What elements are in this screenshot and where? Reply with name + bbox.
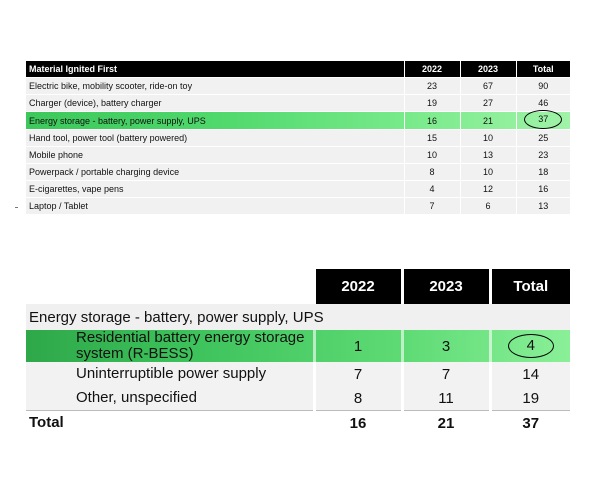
table-row: Charger (device), battery charger 19 27 … [26, 94, 570, 112]
row-2022: 7 [404, 197, 461, 214]
circled-total: 37 [524, 110, 563, 129]
row-total-cell: 4 [488, 330, 570, 362]
row-label: Charger (device), battery charger [26, 94, 405, 112]
table-row: Hand tool, power tool (battery powered) … [26, 129, 570, 147]
table-row-highlighted: Energy storage - battery, power supply, … [26, 110, 570, 130]
energy-storage-breakdown-table: 2022 2023 Total Energy storage - battery… [26, 269, 570, 435]
row-2023: 21 [460, 111, 517, 130]
top-table-header-row: Material Ignited First 2022 2023 Total [26, 61, 570, 78]
row-total: 46 [516, 94, 570, 112]
header-2023: 2023 [400, 269, 490, 304]
row-2022: 19 [404, 94, 461, 112]
row-label: Electric bike, mobility scooter, ride-on… [26, 77, 405, 95]
row-label: Mobile phone [26, 146, 405, 164]
row-label: Energy storage - battery, power supply, … [26, 111, 405, 130]
header-material: Material Ignited First [26, 61, 405, 78]
table-row: Other, unspecified 8 11 19 [26, 386, 570, 411]
row-total: 90 [516, 77, 570, 95]
row-2023: 3 [400, 330, 490, 362]
row-2022: 10 [404, 146, 461, 164]
row-label: Other, unspecified [26, 386, 314, 411]
row-2023: 27 [460, 94, 517, 112]
table-row: Electric bike, mobility scooter, ride-on… [26, 77, 570, 95]
stray-mark [15, 207, 18, 208]
header-2023: 2023 [460, 61, 517, 78]
row-total: 19 [488, 386, 570, 411]
row-label: E-cigarettes, vape pens [26, 180, 405, 198]
row-2023: 13 [460, 146, 517, 164]
row-label: Uninterruptible power supply [26, 362, 314, 386]
total-label: Total [26, 410, 314, 435]
category-label: Energy storage - battery, power supply, … [26, 304, 570, 330]
total-row: Total 16 21 37 [26, 410, 570, 435]
row-total-cell: 37 [516, 110, 570, 130]
row-total: 16 [516, 180, 570, 198]
row-label: Laptop / Tablet [26, 197, 405, 214]
header-2022: 2022 [312, 269, 402, 304]
header-total: Total [488, 269, 570, 304]
row-2023: 11 [400, 386, 490, 411]
table-row-highlighted: Residential battery energy storage syste… [26, 330, 570, 362]
row-2022: 1 [312, 330, 402, 362]
row-total: 25 [516, 129, 570, 147]
row-2022: 4 [404, 180, 461, 198]
row-total: 13 [516, 197, 570, 214]
row-label: Residential battery energy storage syste… [76, 329, 305, 362]
row-2022: 7 [312, 362, 402, 386]
row-2023: 67 [460, 77, 517, 95]
total-total: 37 [488, 410, 570, 435]
row-2022: 23 [404, 77, 461, 95]
row-total: 23 [516, 146, 570, 164]
header-total: Total [516, 61, 570, 78]
row-2023: 10 [460, 163, 517, 181]
total-2022: 16 [312, 410, 402, 435]
table-row: Powerpack / portable charging device 8 1… [26, 163, 570, 181]
row-2023: 7 [400, 362, 490, 386]
bottom-table-header-row: 2022 2023 Total [26, 269, 570, 304]
header-blank [26, 269, 314, 304]
row-2022: 8 [312, 386, 402, 411]
row-2023: 10 [460, 129, 517, 147]
row-label: Powerpack / portable charging device [26, 163, 405, 181]
total-2023: 21 [400, 410, 490, 435]
table-row: Uninterruptible power supply 7 7 14 [26, 362, 570, 386]
row-2023: 6 [460, 197, 517, 214]
material-ignited-table: Material Ignited First 2022 2023 Total E… [26, 61, 570, 214]
circled-total: 4 [507, 334, 554, 358]
row-2023: 12 [460, 180, 517, 198]
category-row: Energy storage - battery, power supply, … [26, 304, 570, 330]
row-2022: 15 [404, 129, 461, 147]
row-total: 14 [488, 362, 570, 386]
row-total: 18 [516, 163, 570, 181]
table-row: Mobile phone 10 13 23 [26, 146, 570, 164]
row-2022: 16 [404, 111, 461, 130]
row-label: Hand tool, power tool (battery powered) [26, 129, 405, 147]
row-2022: 8 [404, 163, 461, 181]
table-row: Laptop / Tablet 7 6 13 [26, 197, 570, 214]
header-2022: 2022 [404, 61, 461, 78]
table-row: E-cigarettes, vape pens 4 12 16 [26, 180, 570, 198]
